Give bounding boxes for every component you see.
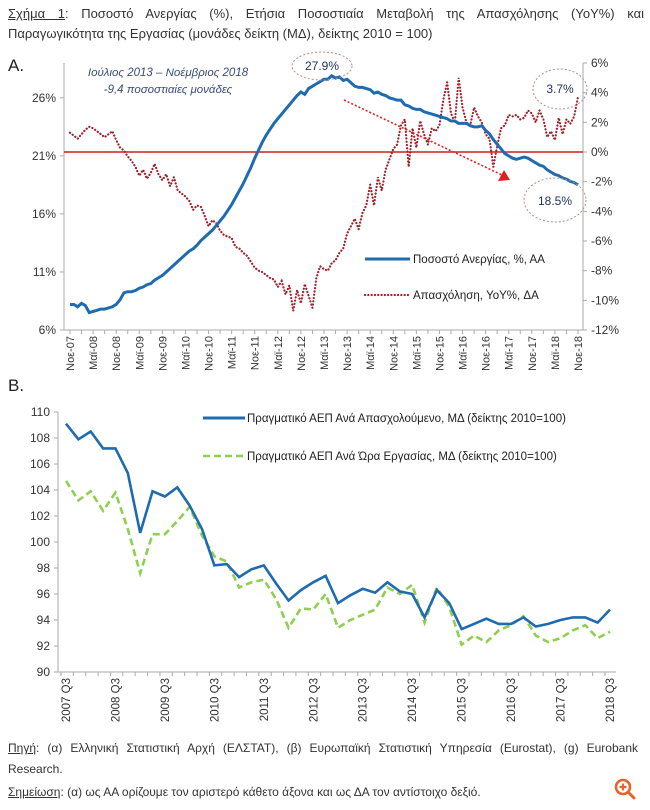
x-tick-label: 2018 Q3 [605, 678, 617, 722]
x-tick-label: Μαϊ-11 [227, 336, 239, 369]
x-tick-label: 2009 Q3 [160, 678, 172, 722]
left-tick-label: 6% [39, 323, 57, 337]
right-tick-label: -6% [591, 234, 613, 248]
y-tick-label: 102 [30, 509, 50, 523]
x-tick-label: Μαϊ-15 [411, 336, 423, 370]
legend-label-unemployment: Ποσοστό Ανεργίας, %, ΑΑ [413, 254, 545, 266]
trend-arrow-head [498, 170, 510, 181]
annotation-last-employment: 3.7% [546, 82, 574, 96]
right-tick-label: -10% [591, 293, 619, 307]
x-tick-label: 2011 Q3 [259, 678, 271, 721]
y-tick-label: 94 [37, 613, 51, 627]
x-tick-label: Νοε-13 [342, 336, 354, 371]
legend-label-employment: Απασχόληση, YoY%, ΔΑ [413, 290, 539, 302]
series-unemployment-rate [70, 73, 579, 315]
right-tick-label: -2% [591, 175, 613, 189]
section-b-label: B. [8, 376, 25, 395]
x-tick-label: Νοε-11 [250, 336, 262, 370]
chart-a-unemployment-employment: 6% 11% 16% 21% 26% -12% -10% -8% -6% -4% -2% 0% 2% 4%… [32, 51, 619, 371]
series-gdp-per-employed [64, 422, 611, 631]
annotation-ellipse-unemployment [523, 177, 587, 223]
x-tick-label: 2007 Q3 [61, 678, 73, 722]
x-tick-label: Νοε-16 [481, 336, 493, 371]
source-note: Πηγή: (α) Ελληνική Στατιστική Αρχή (ΕΛΣΤ… [8, 738, 638, 780]
annotation-ellipse-peak [291, 51, 353, 81]
x-tick-label: Νοε-18 [573, 336, 585, 371]
legend-label-gdp-per-employed: Πραγματικό ΑΕΠ Ανά Απασχολούμενο, ΜΔ (δε… [247, 413, 566, 425]
series-gdp-per-hour [64, 480, 611, 647]
right-tick-label: -4% [591, 204, 613, 218]
x-tick-label: 2014 Q3 [407, 678, 419, 722]
chart-b-productivity: 90 92 94 96 98 100 102 104 106 108 110 2007 Q3 2008 … [30, 405, 617, 722]
section-a-label: A. [8, 56, 25, 75]
legend-label-gdp-per-hour: Πραγματικό ΑΕΠ Ανά Ώρα Εργασίας, ΜΔ (δεί… [247, 451, 557, 463]
zoom-in-icon[interactable] [614, 778, 636, 800]
y-tick-label: 92 [37, 639, 51, 653]
y-tick-label: 110 [31, 405, 50, 419]
x-tick-label: Νοε-14 [388, 336, 400, 371]
trend-arrow-line [343, 99, 503, 176]
right-tick-label: -12% [591, 323, 619, 337]
left-tick-label: 26% [32, 91, 56, 105]
footnote-text: : (α) ως ΑΑ ορίζουμε τον αριστερό κάθετο… [60, 785, 481, 799]
x-tick-label: Μαϊ-10 [180, 336, 192, 370]
x-tick-label: Νοε-15 [434, 336, 446, 371]
footnote-label: Σημείωση [8, 785, 61, 799]
x-tick-label: Νοε-09 [157, 336, 169, 371]
y-tick-label: 104 [30, 483, 50, 497]
source-text: : (α) Ελληνική Στατιστική Αρχή (ΕΛΣΤΑΤ),… [8, 741, 638, 776]
y-tick-label: 96 [37, 587, 51, 601]
x-tick-label: 2012 Q3 [308, 678, 320, 722]
x-tick-label: Νοε-10 [204, 336, 216, 371]
figure-caption: : Ποσοστό Ανεργίας (%), Ετήσια Ποσοστιαί… [8, 6, 645, 41]
right-tick-label: 2% [591, 115, 609, 129]
left-tick-label: 16% [32, 207, 56, 221]
x-tick-label: Μαϊ-18 [550, 336, 562, 370]
x-tick-label: Νοε-17 [527, 336, 539, 371]
left-tick-label: 11% [33, 265, 56, 279]
footnote: Σημείωση: (α) ως ΑΑ ορίζουμε τον αριστερ… [8, 782, 638, 803]
x-tick-label: 2010 Q3 [209, 678, 221, 722]
x-tick-label: Νοε-12 [296, 336, 308, 371]
right-tick-label: 0% [591, 145, 609, 159]
annotation-change: -9,4 ποσοστιαίες μονάδες [104, 84, 233, 96]
x-tick-label: Νοε-07 [65, 336, 77, 371]
right-tick-label: -8% [591, 264, 613, 278]
x-tick-label: Μαϊ-14 [365, 336, 377, 370]
figure-label: Σχήμα 1 [8, 6, 65, 21]
y-tick-label: 106 [30, 457, 50, 471]
left-tick-label: 21% [32, 149, 56, 163]
x-tick-label: 2017 Q3 [556, 678, 568, 722]
annotation-last-unemployment: 18.5% [538, 194, 572, 208]
x-tick-label: Μαϊ-17 [504, 336, 516, 370]
right-tick-label: 4% [591, 86, 609, 100]
x-tick-label: 2013 Q3 [358, 678, 370, 722]
annotation-peak: 27.9% [305, 59, 339, 73]
x-tick-label: Μαϊ-13 [319, 336, 331, 370]
y-tick-label: 98 [37, 561, 51, 575]
annotation-period: Ιούλιος 2013 – Νοέμβριος 2018 [88, 67, 249, 79]
source-label: Πηγή [8, 741, 37, 755]
x-tick-label: Μαϊ-08 [88, 336, 100, 370]
x-tick-label: Νοε-08 [111, 336, 123, 371]
x-tick-label: 2015 Q3 [457, 678, 469, 722]
series-employment-yoy [68, 77, 580, 311]
x-tick-label: 2016 Q3 [506, 678, 518, 722]
y-tick-label: 108 [30, 431, 50, 445]
x-tick-label: 2008 Q3 [110, 678, 122, 722]
right-tick-label: 6% [591, 56, 609, 70]
x-tick-label: Μαϊ-12 [273, 336, 285, 370]
x-tick-label: Μαϊ-09 [134, 336, 146, 370]
y-tick-label: 90 [37, 665, 51, 679]
y-tick-label: 100 [30, 535, 50, 549]
figure-title: Σχήμα 1: Ποσοστό Ανεργίας (%), Ετήσια Πο… [8, 4, 644, 44]
x-tick-label: Μαϊ-16 [458, 336, 470, 370]
annotation-ellipse-employment [532, 68, 588, 110]
